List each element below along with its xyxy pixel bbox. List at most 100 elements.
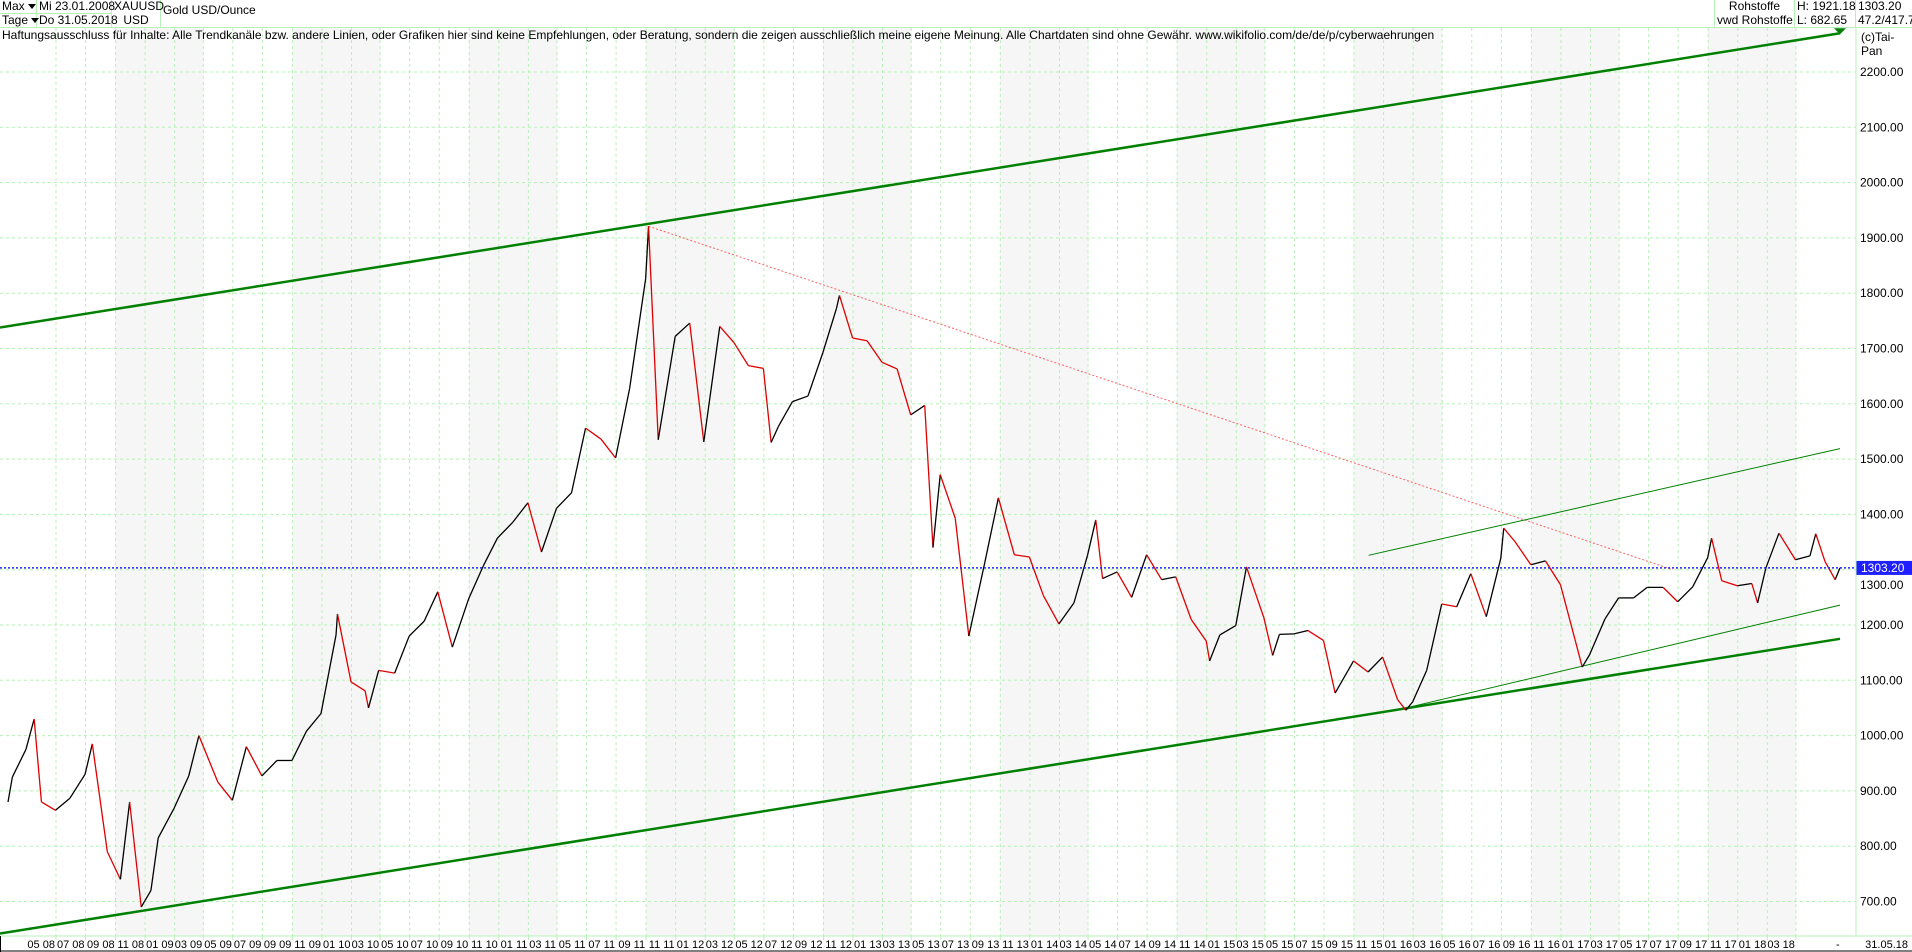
- x-end-date-label: 31.05.18: [1865, 939, 1908, 951]
- x-tick-label: 03 10: [352, 939, 380, 951]
- price-segment: [527, 502, 543, 553]
- price-segment: [1809, 533, 1817, 557]
- x-tick-label: 03 09: [175, 939, 203, 951]
- price-segment: [41, 801, 56, 811]
- price-segment: [367, 670, 380, 709]
- resistance-trendline: [648, 225, 1673, 571]
- x-tick-label: 07 09: [234, 939, 262, 951]
- background-band: [1353, 28, 1443, 936]
- high-value: H: 1921.18: [1797, 0, 1856, 14]
- x-tick-label: 01 15: [1208, 939, 1236, 951]
- price-segment: [1190, 619, 1207, 642]
- price-segment: [838, 295, 854, 339]
- price-segment: [703, 326, 721, 443]
- price-segment: [496, 521, 514, 539]
- price-segment: [1014, 554, 1030, 558]
- price-segment: [1322, 640, 1336, 694]
- x-tick-label: 03 18: [1767, 939, 1795, 951]
- price-segment: [1293, 629, 1309, 635]
- date-from[interactable]: Mi 23.01.2008: [37, 0, 116, 14]
- x-tick-label: 03 12: [706, 939, 734, 951]
- price-segment: [1633, 586, 1648, 599]
- price-segment: [1175, 576, 1192, 620]
- price-segment: [11, 749, 27, 778]
- price-segment: [1530, 560, 1546, 566]
- price-segment: [150, 837, 159, 891]
- y-tick-label: 2000.00: [1860, 176, 1904, 190]
- x-tick-label: 11 15: [1356, 939, 1383, 951]
- price-segment: [984, 497, 1000, 563]
- x-axis: 05 08 07 08 09 08 11 08 01 09 03 09 05 09 07 09…: [0, 935, 1912, 952]
- x-tick-label: 11 08: [117, 939, 144, 951]
- x-tick-label: 09 15: [1325, 939, 1353, 951]
- x-tick-label: 03 17: [1591, 939, 1619, 951]
- price-segment: [378, 669, 395, 674]
- background-band: [645, 28, 735, 936]
- price-segment: [762, 368, 772, 443]
- x-tick-label: 11 09: [294, 939, 321, 951]
- y-tick-label: 1600.00: [1860, 397, 1904, 411]
- price-segment: [140, 890, 152, 908]
- price-segment: [733, 342, 749, 366]
- upper-channel-trendline: [0, 32, 1841, 329]
- price-segment: [1503, 527, 1516, 542]
- price-segment: [629, 278, 647, 389]
- x-tick-label: 11 11: [649, 939, 675, 951]
- price-segment: [231, 746, 248, 801]
- price-segment: [719, 325, 735, 343]
- x-tick-label: 07 12: [765, 939, 793, 951]
- x-tick-label: 09 10: [441, 939, 469, 951]
- price-segment: [570, 427, 587, 493]
- last-price-badge: [1856, 560, 1912, 575]
- x-tick-label: 07 16: [1473, 939, 1501, 951]
- price-segment: [245, 746, 263, 777]
- price-segment: [468, 565, 484, 599]
- x-tick-label: 01 16: [1385, 939, 1413, 951]
- x-tick-label: 01 14: [1031, 939, 1059, 951]
- price-segment: [1102, 571, 1118, 580]
- price-segment: [261, 760, 278, 777]
- x-tick-label: 05 14: [1089, 939, 1117, 951]
- x-tick-label: 05 13: [912, 939, 940, 951]
- price-segment: [188, 735, 200, 777]
- price-segment: [1426, 603, 1443, 671]
- price-segment: [1279, 633, 1294, 636]
- x-tick-label: 09 17: [1680, 939, 1708, 951]
- instrument-name: Gold USD/Ounce: [161, 0, 1715, 28]
- price-segment: [1235, 566, 1248, 626]
- price-segment: [217, 781, 233, 801]
- price-segment: [423, 591, 439, 622]
- price-segment: [1677, 586, 1694, 603]
- background-band: [1530, 28, 1620, 936]
- price-segment: [822, 307, 838, 353]
- price-segment: [1559, 584, 1576, 640]
- symbol: XAUUSD: [114, 0, 165, 14]
- price-segment: [807, 352, 824, 397]
- x-tick-label: 01 12: [677, 939, 705, 951]
- x-tick-label: 11 17: [1710, 939, 1737, 951]
- x-tick-label: 07 13: [942, 939, 970, 951]
- price-segment: [835, 295, 841, 309]
- grid-lines: [0, 28, 1856, 936]
- price-segment: [644, 226, 650, 279]
- y-tick-label: 2100.00: [1860, 120, 1904, 134]
- data-source: vwd Rohstoffe: [1715, 14, 1795, 28]
- price-segment: [25, 718, 35, 750]
- y-tick-label: 1300.00: [1860, 578, 1904, 592]
- x-tick-label: 07 08: [57, 939, 85, 951]
- price-segment: [1470, 573, 1487, 617]
- trendline-end-marker: [1834, 28, 1846, 35]
- y-tick-label: 1000.00: [1860, 729, 1904, 743]
- x-tick-label: 07 15: [1295, 939, 1323, 951]
- price-segment: [305, 713, 322, 732]
- background-band: [1176, 28, 1266, 936]
- price-segment: [1271, 634, 1281, 656]
- extra-value: 47.2/417.7: [1856, 14, 1912, 28]
- date-to[interactable]: Do 31.05.2018: [37, 13, 118, 28]
- x-tick-label: 05 12: [735, 939, 763, 951]
- price-segment: [69, 773, 86, 799]
- price-segment: [1397, 699, 1407, 711]
- price-segment: [91, 743, 108, 852]
- interval-select[interactable]: Tage: [0, 14, 37, 28]
